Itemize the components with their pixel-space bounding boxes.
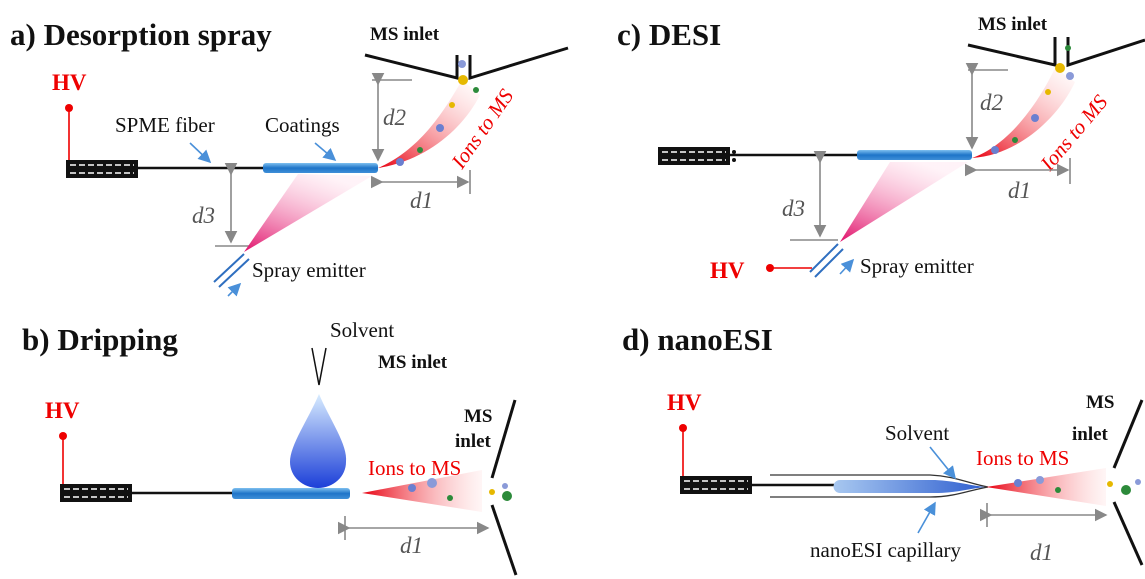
solvent-label: Solvent xyxy=(330,318,394,342)
panel-c: c) DESI MS inlet Ions to MS d2 d1 d3 HV … xyxy=(617,14,1145,283)
ms-inlet xyxy=(1112,501,1144,566)
ms-inlet xyxy=(468,46,569,81)
spray-emitter xyxy=(814,248,844,278)
d3-label: d3 xyxy=(192,203,215,228)
capillary-label: nanoESI capillary xyxy=(810,538,962,562)
emitter-label: Spray emitter xyxy=(860,254,974,278)
ion-dots xyxy=(396,60,479,166)
ion-dots xyxy=(991,45,1074,154)
holder-dot xyxy=(732,158,736,162)
fiber-holder xyxy=(65,159,139,179)
hv-dot xyxy=(679,424,687,432)
pointer xyxy=(929,446,957,480)
pointer xyxy=(839,258,855,275)
pointer xyxy=(917,501,936,534)
ms-inlet-line: inlet xyxy=(455,431,492,452)
ms-inlet xyxy=(967,37,1057,67)
hv-label: HV xyxy=(710,258,745,283)
hv-dot xyxy=(59,432,67,440)
panel-title: d) nanoESI xyxy=(622,322,773,357)
ms-inlet xyxy=(490,504,518,576)
panel-title: c) DESI xyxy=(617,17,721,52)
hv-label: HV xyxy=(45,398,80,423)
holder-dot xyxy=(732,150,736,154)
d1-label: d1 xyxy=(400,533,423,558)
spray-emitter xyxy=(809,243,839,273)
ions-label: Ions to MS xyxy=(976,446,1069,470)
hv-dot xyxy=(65,104,73,112)
ion-dots xyxy=(408,478,512,501)
panel-title: b) Dripping xyxy=(22,322,178,357)
coating xyxy=(857,150,972,160)
pointer xyxy=(227,282,242,297)
spray-emitter xyxy=(213,253,245,283)
ms-inlet-label: MS inlet xyxy=(978,14,1048,35)
ms-inlet-label: MS inlet xyxy=(378,352,448,373)
ms-inlet-label: MS inlet xyxy=(370,24,440,45)
pointer xyxy=(189,142,212,164)
ms-inlet xyxy=(1066,37,1145,68)
coating xyxy=(232,488,350,499)
solvent-drop xyxy=(290,394,347,488)
ms-inlet xyxy=(490,399,517,479)
spray-cone xyxy=(840,162,968,242)
d2-label: d2 xyxy=(980,90,1003,115)
fiber-label: SPME fiber xyxy=(115,113,215,137)
spray-cone xyxy=(244,174,372,252)
d3-label: d3 xyxy=(782,196,805,221)
ion-plume xyxy=(362,470,482,512)
d2-label: d2 xyxy=(383,105,406,130)
ms-inlet-line: MS xyxy=(464,406,493,427)
hv-label: HV xyxy=(667,390,702,415)
ion-dots xyxy=(1014,476,1141,495)
hv-label: HV xyxy=(52,70,87,95)
d1-label: d1 xyxy=(1030,540,1053,565)
coating xyxy=(263,163,378,173)
panel-a: a) Desorption spray MS inlet HV SPME fib… xyxy=(10,17,569,297)
pointer xyxy=(314,142,337,162)
ms-inlet-line: inlet xyxy=(1072,424,1109,445)
spray-emitter xyxy=(218,258,250,288)
ion-plume xyxy=(378,80,480,168)
ms-inlet xyxy=(1112,399,1144,469)
d1-label: d1 xyxy=(410,188,433,213)
ms-inlet xyxy=(364,53,459,80)
fiber-holder xyxy=(657,146,731,166)
coating-label: Coatings xyxy=(265,113,340,137)
solvent-label: Solvent xyxy=(885,421,949,445)
emitter-label: Spray emitter xyxy=(252,258,366,282)
d1-label: d1 xyxy=(1008,178,1031,203)
solvent-fill xyxy=(833,480,985,493)
panel-b: b) Dripping Solvent MS inlet HV Ions to … xyxy=(22,318,518,576)
hv-dot xyxy=(766,264,774,272)
panel-title: a) Desorption spray xyxy=(10,17,272,52)
ions-label: Ions to MS xyxy=(368,456,461,480)
ms-inlet-line: MS xyxy=(1086,392,1115,413)
ion-plume xyxy=(986,468,1106,506)
fiber-holder xyxy=(679,475,753,495)
fiber-holder xyxy=(59,483,133,503)
panel-d: d) nanoESI HV Solvent Ions to MS MS inle… xyxy=(622,322,1144,566)
solvent-tip xyxy=(311,347,327,386)
